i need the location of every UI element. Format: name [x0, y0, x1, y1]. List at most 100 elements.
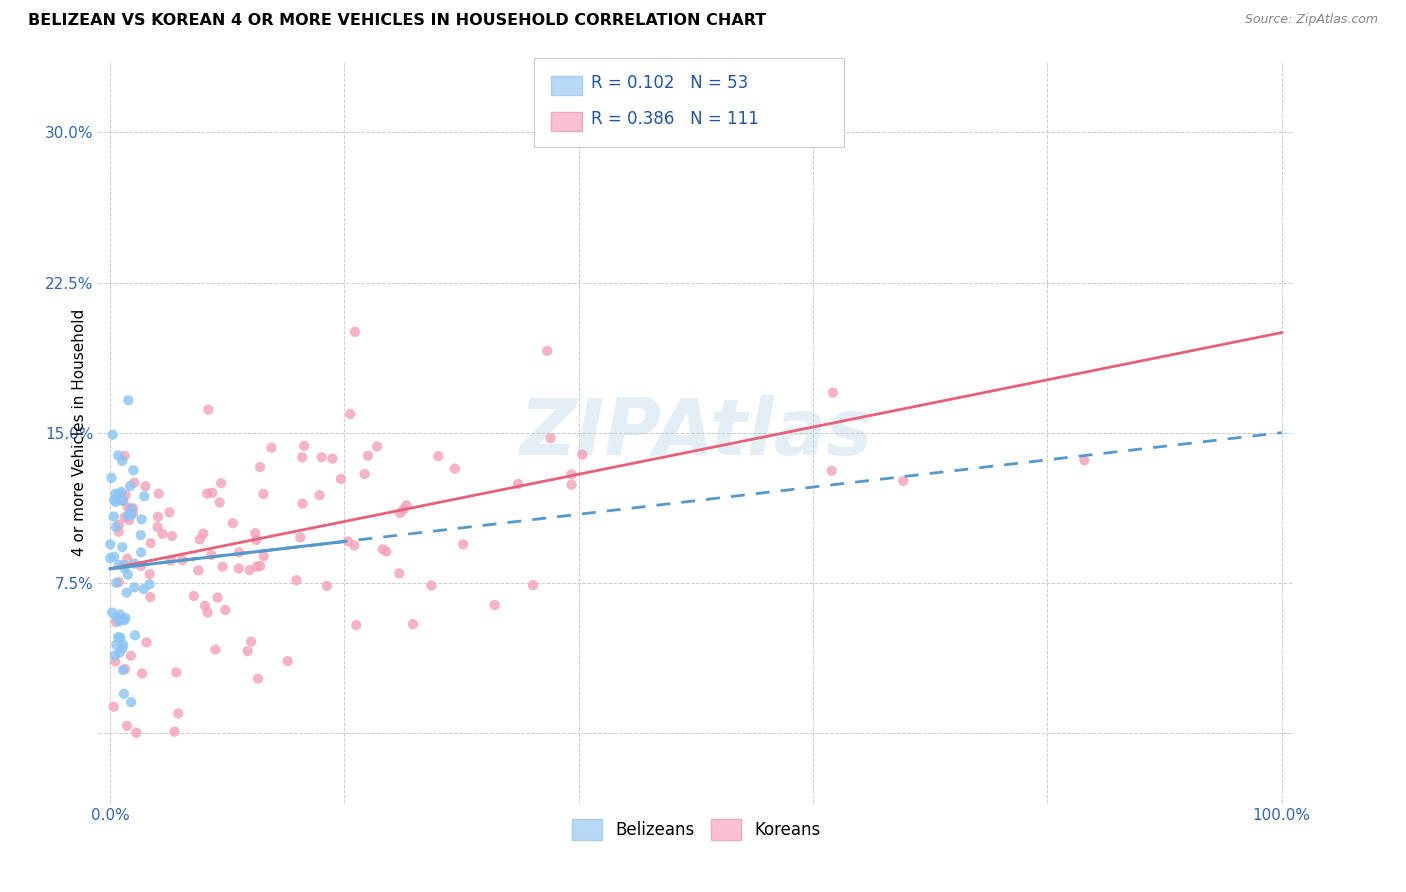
Point	[188, 533, 211, 547]
Point	[260, 441, 283, 455]
Point	[321, 451, 343, 466]
Point	[536, 343, 558, 358]
Point	[138, 567, 160, 582]
Text: ZIPAtlas: ZIPAtlas	[519, 394, 873, 471]
Point	[560, 467, 582, 482]
Point	[311, 450, 333, 465]
Point	[135, 635, 157, 649]
Y-axis label: 4 or more Vehicles in Household: 4 or more Vehicles in Household	[72, 309, 87, 557]
Point	[103, 549, 125, 564]
Point	[160, 529, 183, 543]
Point	[392, 502, 415, 516]
Point	[115, 585, 138, 599]
Point	[167, 706, 190, 721]
Point	[427, 449, 450, 463]
Point	[245, 533, 267, 547]
Point	[112, 687, 135, 701]
Point	[122, 507, 145, 521]
Point	[187, 564, 209, 578]
Point	[134, 489, 156, 503]
Point	[108, 558, 131, 572]
Point	[200, 548, 222, 562]
Point	[375, 544, 398, 558]
Point	[290, 531, 312, 545]
Point	[111, 540, 134, 554]
Point	[129, 545, 152, 559]
Point	[228, 561, 250, 575]
Point	[388, 566, 411, 581]
Point	[111, 454, 134, 468]
Point	[444, 461, 467, 475]
Point	[108, 487, 131, 501]
Point	[117, 508, 139, 523]
Point	[821, 385, 844, 400]
Point	[107, 524, 129, 539]
Point	[98, 551, 121, 566]
Point	[131, 666, 153, 681]
Point	[110, 485, 132, 500]
Point	[120, 648, 142, 663]
Point	[104, 615, 127, 629]
Point	[117, 500, 139, 515]
Point	[110, 631, 132, 645]
Point	[108, 517, 131, 532]
Point	[108, 646, 131, 660]
Point	[111, 663, 134, 677]
Point	[891, 474, 914, 488]
Point	[197, 606, 219, 620]
Point	[353, 467, 375, 481]
Point	[98, 537, 121, 551]
Point	[343, 538, 366, 552]
Point	[107, 449, 129, 463]
Point	[139, 590, 162, 604]
Point	[114, 611, 136, 625]
Point	[117, 567, 139, 582]
Point	[389, 506, 412, 520]
Point	[193, 526, 215, 541]
Point	[138, 577, 160, 591]
Point	[395, 498, 418, 512]
Point	[172, 553, 194, 567]
Point	[124, 475, 146, 490]
Point	[105, 575, 128, 590]
Point	[183, 589, 205, 603]
Point	[339, 407, 361, 421]
Point	[115, 719, 138, 733]
Point	[139, 536, 162, 550]
Point	[124, 557, 146, 571]
Point	[222, 516, 245, 531]
Point	[343, 325, 366, 339]
Point	[357, 449, 380, 463]
Point	[209, 476, 232, 491]
Point	[163, 724, 186, 739]
Point	[120, 508, 142, 522]
Point	[108, 614, 131, 628]
Point	[291, 497, 314, 511]
Point	[114, 510, 136, 524]
Point	[120, 502, 142, 516]
Point	[104, 486, 127, 500]
Point	[111, 493, 134, 508]
Point	[508, 477, 530, 491]
Point	[337, 534, 360, 549]
Point	[1073, 453, 1095, 467]
Point	[134, 479, 156, 493]
Point	[120, 479, 142, 493]
Point	[239, 563, 262, 577]
Point	[152, 526, 174, 541]
Point	[107, 630, 129, 644]
Point	[114, 488, 136, 502]
Point	[117, 551, 139, 566]
Point	[104, 495, 127, 509]
Point	[249, 460, 271, 475]
Point	[821, 464, 844, 478]
Point	[329, 472, 352, 486]
Point	[132, 582, 155, 596]
Point	[207, 591, 229, 605]
Point	[117, 393, 139, 408]
Point	[277, 654, 299, 668]
Point	[285, 573, 308, 587]
Point	[104, 655, 127, 669]
Point	[402, 617, 425, 632]
Point	[129, 559, 152, 574]
